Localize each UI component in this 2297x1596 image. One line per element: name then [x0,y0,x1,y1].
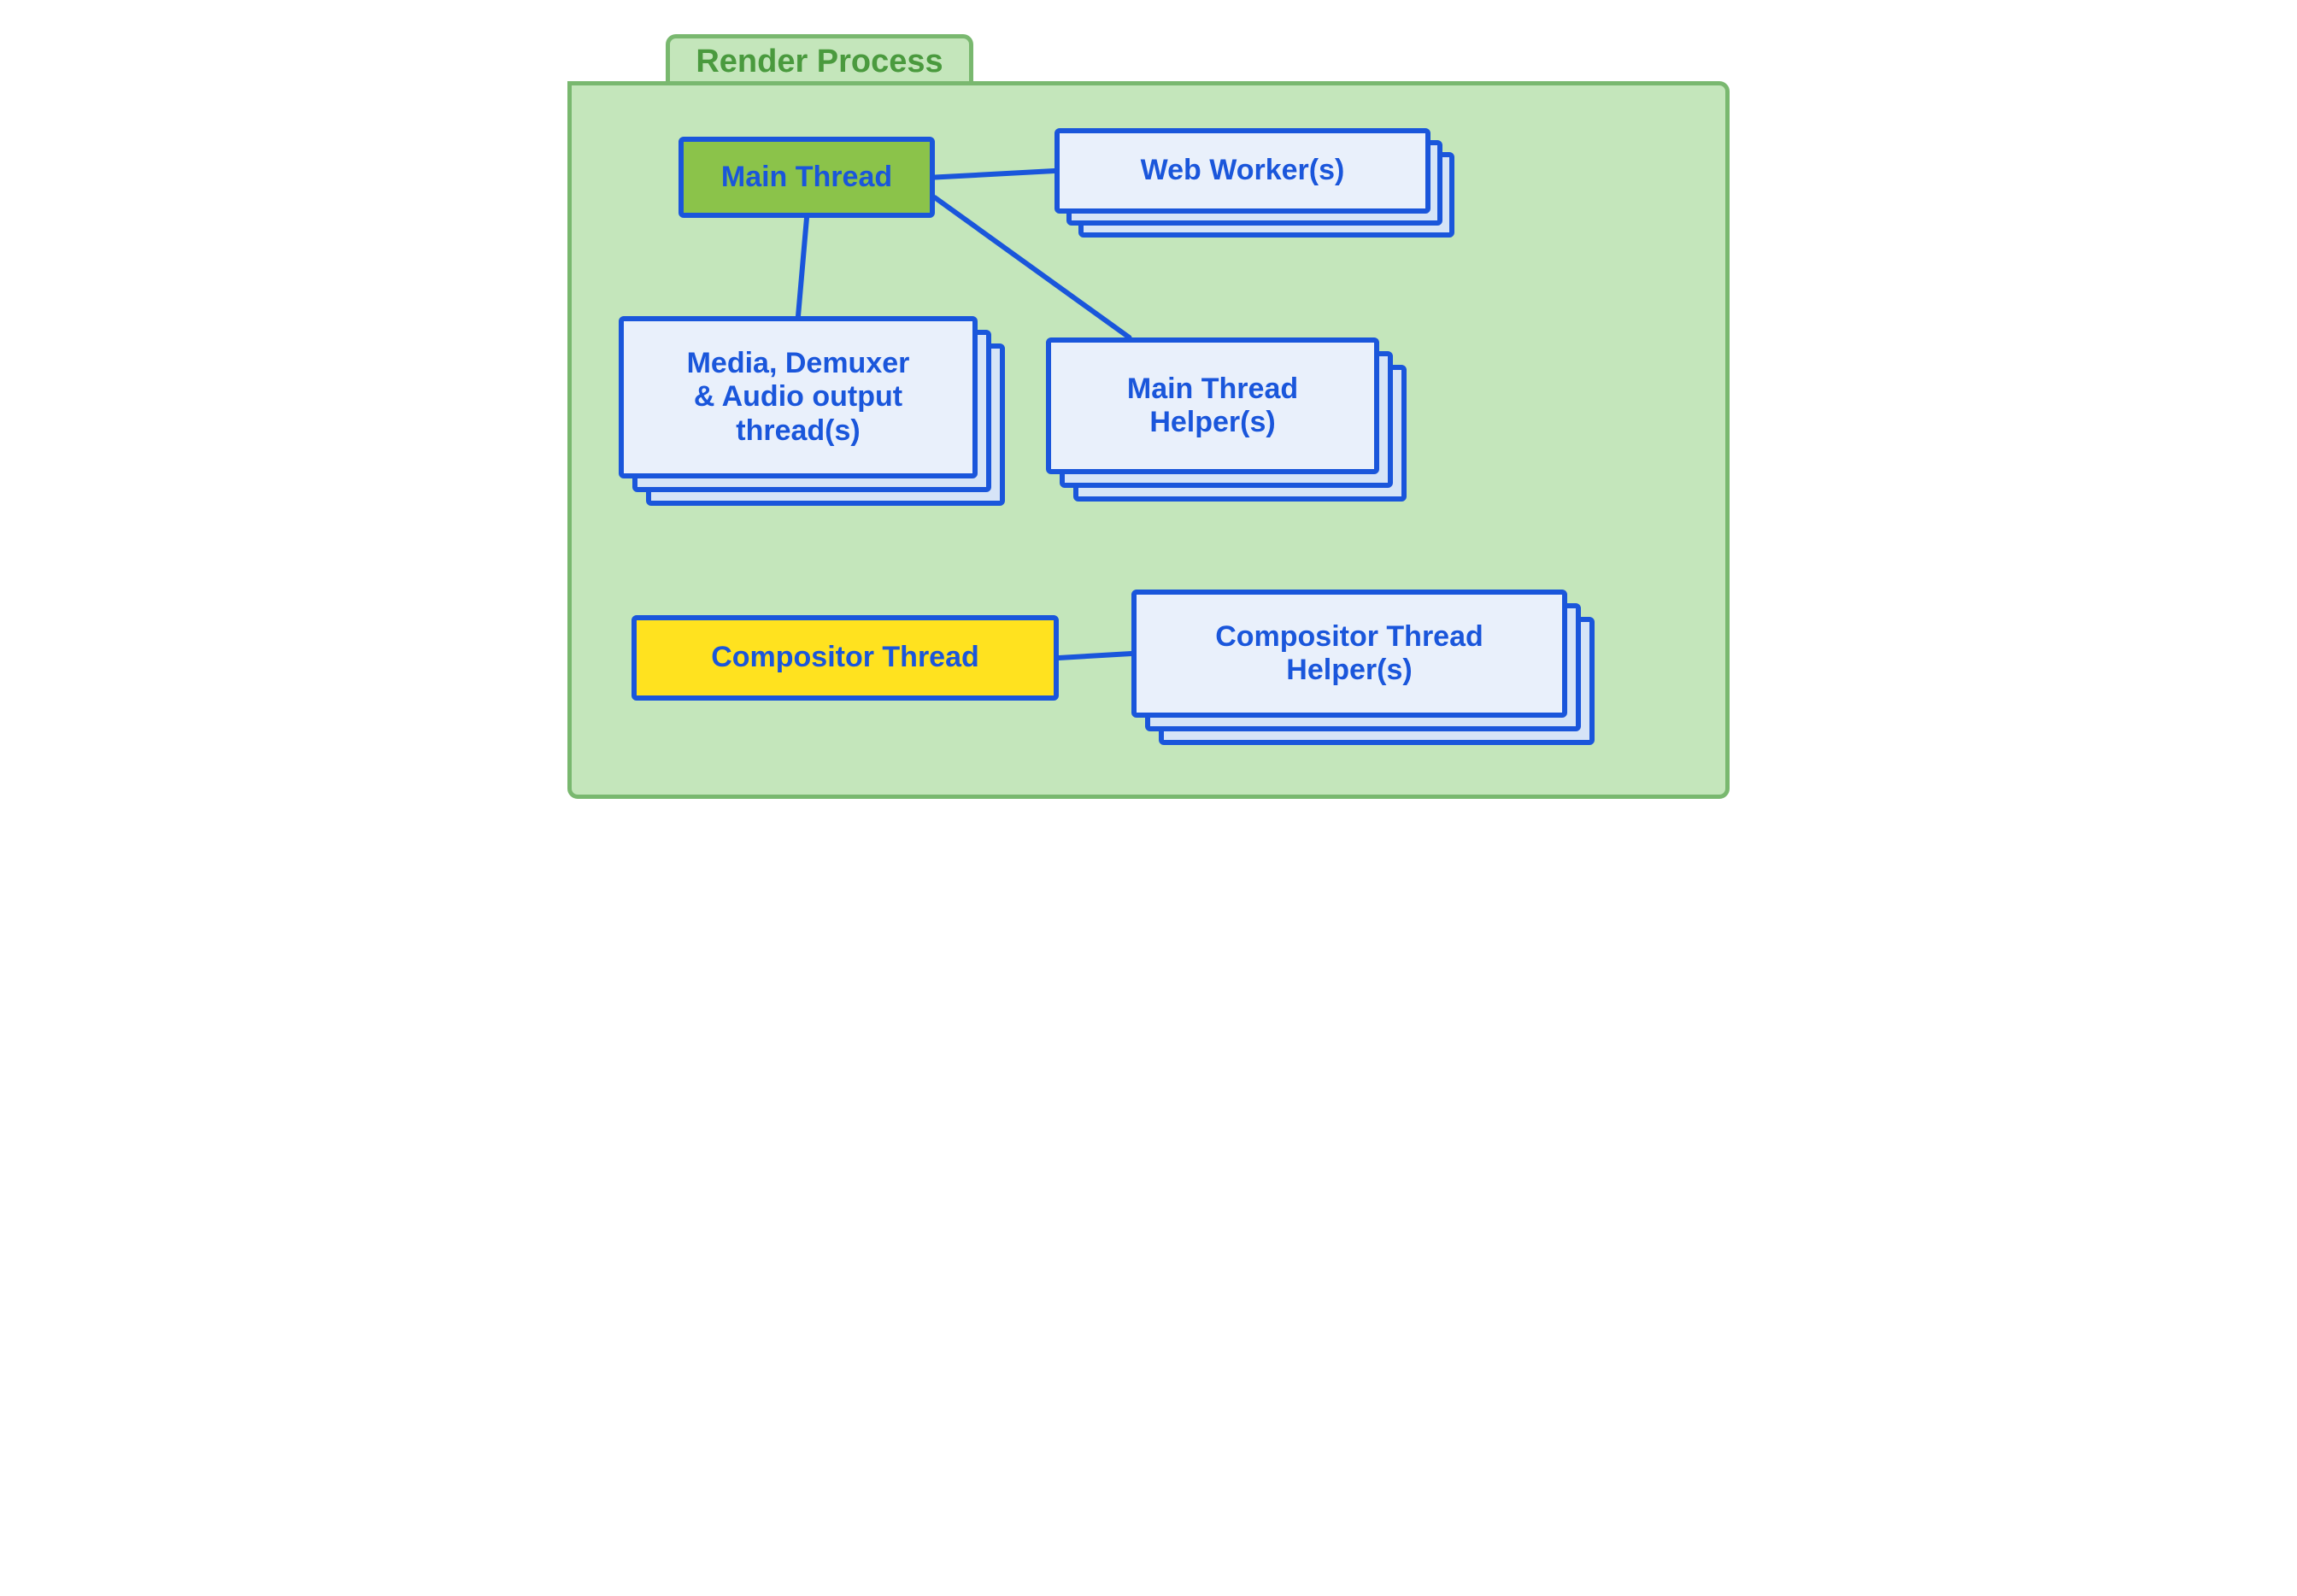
node-label-main_thread: Main Thread [721,161,892,194]
node-media_threads: Media, Demuxer & Audio output thread(s) [619,316,978,478]
node-web_workers: Web Worker(s) [1055,128,1430,214]
node-compositor: Compositor Thread [632,615,1059,701]
node-label-main_helpers: Main Thread Helper(s) [1127,373,1298,439]
container-title: Render Process [696,44,943,80]
diagram-canvas: Render Process Main Thread Web Worker(s) M… [550,34,1747,820]
node-main_thread: Main Thread [679,137,935,218]
node-main_helpers: Main Thread Helper(s) [1046,337,1379,474]
container-tab: Render Process [666,34,973,85]
node-label-compositor: Compositor Thread [711,641,979,674]
node-label-media_threads: Media, Demuxer & Audio output thread(s) [687,347,910,447]
node-label-web_workers: Web Worker(s) [1141,154,1345,187]
node-compositor_helpers: Compositor Thread Helper(s) [1131,590,1567,718]
node-label-compositor_helpers: Compositor Thread Helper(s) [1215,620,1483,687]
